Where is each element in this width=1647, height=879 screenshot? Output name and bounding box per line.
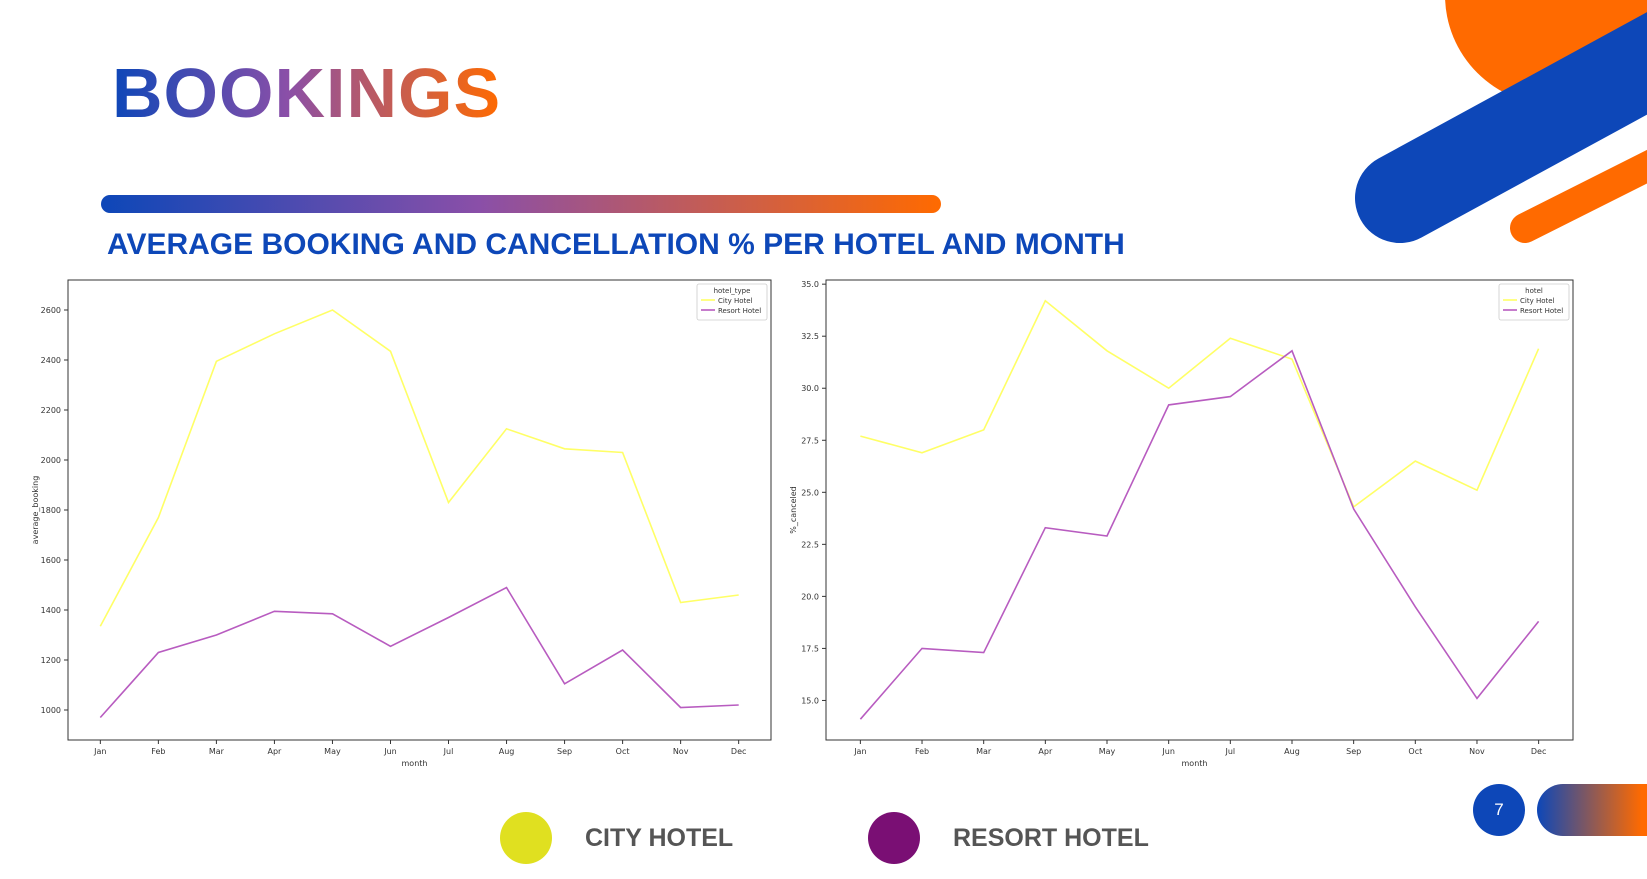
legend-entry-label: Resort Hotel [1520,307,1563,315]
y-tick-label: 35.0 [801,280,819,289]
y-tick-label: 25.0 [801,488,819,497]
x-tick-label: Sep [557,747,572,756]
series-line-city-hotel [860,299,1540,509]
slide-title: BOOKINGS [112,54,502,132]
legend-box [696,283,768,321]
y-tick-label: 22.5 [801,540,819,549]
legend-entry-label: City Hotel [1520,297,1555,305]
average-booking-chart: 1000 1200 1400 1600 1800 2000 2200 2400 2600 Jan F… [31,279,772,780]
cancellation-percent-chart: 15.0 17.5 20.0 22.5 25.0 27.5 30.0 32.5 35.0 Jan F… [789,279,1574,780]
chart-svg: 1000 1200 1400 1600 1800 2000 2200 2400 2600 Jan F… [31,279,772,768]
y-tick-label: 15.0 [801,696,819,705]
page-number-badge: 7 [1473,784,1525,836]
plot-frame [67,279,772,741]
x-tick-label: Aug [499,747,515,756]
city-hotel-dot-icon [500,812,552,864]
series-line-resort-hotel [99,586,739,719]
x-tick-label: Jan [93,747,106,756]
x-tick-label: Jan [853,747,866,756]
series-line-resort-hotel [859,349,1540,720]
y-tick-label: 2200 [41,406,61,415]
x-axis-label: month [402,759,428,768]
y-tick-label: 2000 [41,456,61,465]
legend-city-hotel: CITY HOTEL [500,812,733,864]
x-axis-label: month [1182,759,1208,768]
y-tick-label: 30.0 [801,384,819,393]
legend-title: hotel [1525,287,1543,295]
y-tick-label: 1200 [41,656,61,665]
series-line-city-hotel [99,309,739,627]
corner-pill-decoration [1537,784,1647,836]
legend-entry-label: City Hotel [718,297,753,305]
x-tick-label: Jun [1161,747,1175,756]
slide-subtitle: AVERAGE BOOKING AND CANCELLATION % PER H… [107,228,1125,261]
y-tick-label: 20.0 [801,592,819,601]
title-underline-bar [101,195,941,213]
y-tick-label: 1000 [41,706,61,715]
x-tick-label: Mar [209,747,225,756]
x-tick-label: Sep [1346,747,1361,756]
y-tick-label: 1600 [41,556,61,565]
x-tick-label: Mar [976,747,992,756]
x-tick-label: Apr [1038,747,1053,756]
legend-box [1498,283,1570,321]
y-tick-label: 2400 [41,356,61,365]
orange-stripe-decoration [1510,149,1647,243]
legend-title: hotel_type [714,287,751,295]
x-tick-label: Nov [673,747,689,756]
x-tick-label: Aug [1284,747,1300,756]
x-tick-label: May [1099,747,1116,756]
x-tick-label: Nov [1469,747,1485,756]
y-tick-label: 17.5 [801,644,819,653]
chart-legend: hotel_type City Hotel Resort Hotel [696,283,768,321]
legend-resort-hotel: RESORT HOTEL [868,812,1149,864]
y-tick-label: 2600 [41,306,61,315]
legend-resort-hotel-label: RESORT HOTEL [953,823,1149,852]
x-tick-label: Apr [268,747,283,756]
y-tick-label: 27.5 [801,436,819,445]
x-tick-label: May [324,747,341,756]
blue-stripe-decoration [1355,12,1647,243]
chart-legend: hotel City Hotel Resort Hotel [1498,283,1570,321]
x-tick-label: Dec [731,747,746,756]
y-tick-label: 1800 [41,506,61,515]
x-tick-label: Jun [383,747,397,756]
legend-city-hotel-label: CITY HOTEL [585,823,734,852]
y-axis-label: %_canceled [789,486,798,534]
x-tick-label: Jul [1225,747,1236,756]
resort-hotel-dot-icon [868,812,920,864]
y-axis-label: average_booking [31,476,40,545]
x-tick-label: Feb [915,747,929,756]
chart-svg: 15.0 17.5 20.0 22.5 25.0 27.5 30.0 32.5 35.0 Jan F… [789,279,1574,768]
y-tick-label: 1400 [41,606,61,615]
legend-entry-label: Resort Hotel [718,307,761,315]
x-tick-label: Jul [443,747,454,756]
x-tick-label: Oct [1408,747,1422,756]
x-tick-label: Oct [616,747,630,756]
x-tick-label: Dec [1531,747,1546,756]
x-tick-label: Feb [151,747,165,756]
plot-frame [825,279,1574,741]
y-tick-label: 32.5 [801,332,819,341]
